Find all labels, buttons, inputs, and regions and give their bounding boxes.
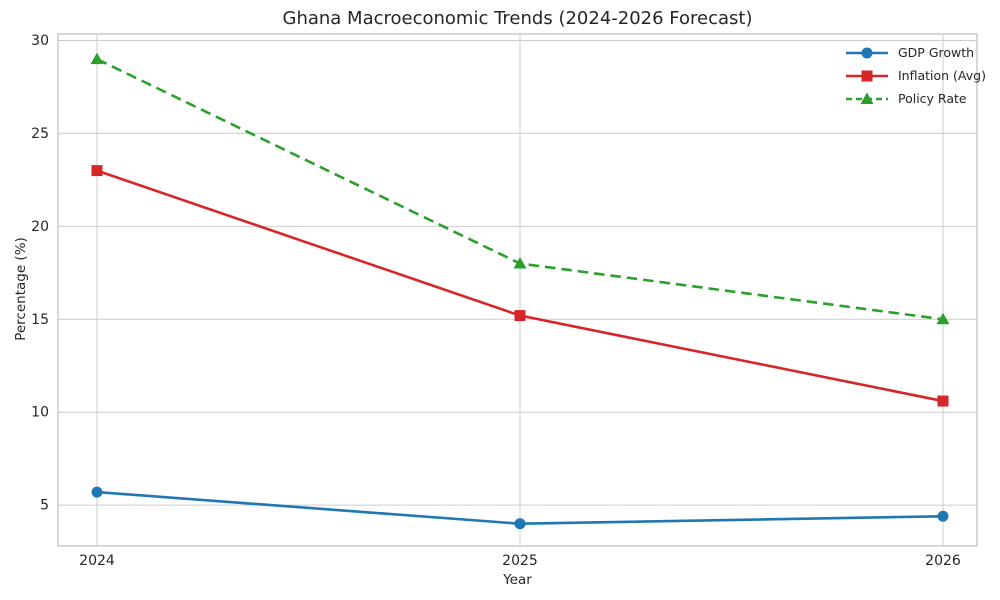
legend-item: Policy Rate	[845, 87, 986, 110]
data-point	[514, 518, 526, 530]
chart-title: Ghana Macroeconomic Trends (2024-2026 Fo…	[282, 8, 753, 29]
x-tick-label: 2024	[79, 553, 115, 569]
data-point	[937, 510, 949, 522]
data-point	[937, 395, 949, 407]
legend-item: Inflation (Avg)	[845, 64, 986, 87]
legend-item: GDP Growth	[845, 41, 986, 64]
data-point	[90, 52, 104, 65]
legend-label: GDP Growth	[898, 45, 975, 60]
y-tick-label: 30	[31, 33, 49, 49]
legend: GDP Growth Inflation (Avg) Policy Rate	[845, 41, 986, 110]
y-tick-label: 20	[31, 219, 49, 235]
x-tick-label: 2026	[925, 553, 961, 569]
y-tick-label: 10	[31, 405, 49, 421]
plot-border	[57, 33, 978, 547]
data-point	[936, 312, 950, 325]
x-tick-label: 2025	[502, 553, 538, 569]
legend-circle-icon	[846, 47, 888, 58]
y-axis-label: Percentage (%)	[13, 237, 29, 341]
data-point	[91, 486, 103, 498]
y-tick-label: 25	[31, 126, 49, 142]
legend-label: Policy Rate	[898, 91, 967, 106]
legend-label: Inflation (Avg)	[898, 68, 986, 83]
data-point	[513, 257, 527, 269]
data-point	[91, 165, 103, 177]
legend-triangle-up-icon	[846, 92, 888, 104]
x-axis-label: Year	[503, 572, 532, 588]
y-tick-label: 5	[40, 498, 49, 514]
legend-square-icon	[846, 70, 888, 81]
y-tick-label: 15	[31, 312, 49, 328]
data-point	[514, 310, 526, 322]
